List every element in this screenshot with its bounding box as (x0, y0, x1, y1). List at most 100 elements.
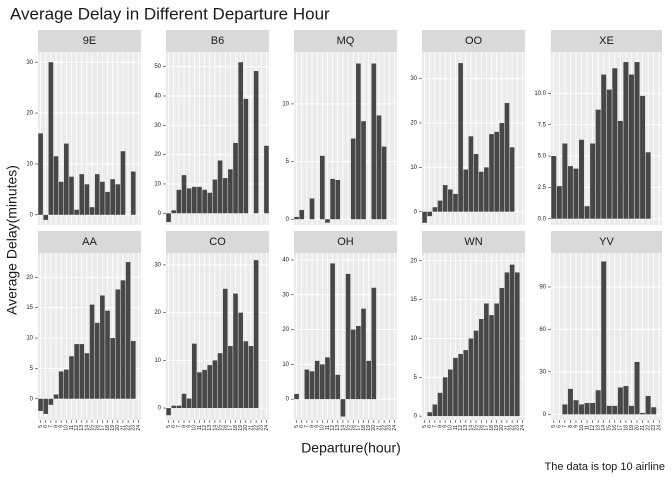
bar (623, 62, 629, 219)
x-tick-label: 8 (181, 425, 187, 428)
panel-background (294, 253, 397, 420)
x-tick-label: 20 (243, 425, 249, 431)
y-tick-label: 40 (282, 258, 289, 264)
bar (562, 143, 568, 219)
bar (463, 350, 469, 417)
panel-title: AA (82, 236, 97, 248)
x-tick-label: 23 (387, 425, 393, 431)
bar (222, 178, 228, 214)
y-tick-label: 0 (543, 412, 547, 418)
bar (623, 386, 629, 415)
x-tick-label: 8 (309, 425, 315, 428)
bar (628, 74, 634, 219)
x-tick-label: 17 (100, 425, 106, 431)
y-tick-label: 30 (26, 60, 33, 66)
bar (567, 388, 573, 415)
bar (562, 404, 568, 415)
bar (504, 103, 510, 212)
bar (243, 341, 249, 409)
x-tick-label: 24 (520, 425, 526, 431)
bar (514, 272, 520, 417)
strip (38, 30, 141, 52)
y-tick-label: 30 (154, 263, 161, 269)
x-tick-label: 17 (228, 425, 234, 431)
bar (217, 353, 223, 409)
x-tick-label: 13 (207, 425, 213, 431)
bar (233, 293, 238, 409)
x-tick-label: 12 (330, 425, 336, 431)
strip (422, 30, 525, 52)
x-tick-label: 24 (392, 425, 398, 431)
x-tick-label: 21 (120, 425, 126, 431)
bar (590, 403, 596, 415)
panel-background (166, 253, 269, 420)
bar (38, 398, 43, 411)
x-tick-label: 5 (294, 425, 300, 428)
bar (186, 188, 192, 214)
bar (309, 371, 315, 400)
bar (243, 98, 249, 214)
bar (458, 63, 463, 212)
panel-background (422, 253, 525, 420)
bar (617, 387, 623, 415)
x-tick-label: 14 (601, 425, 607, 431)
x-tick-label: 17 (484, 425, 490, 431)
bar (228, 346, 233, 409)
bar (478, 171, 484, 212)
bar (58, 181, 64, 215)
bar (494, 303, 499, 417)
bar (330, 178, 335, 220)
bar (228, 169, 233, 214)
bar (628, 405, 634, 415)
bar (645, 395, 651, 415)
strip (38, 231, 141, 253)
bar (192, 343, 197, 409)
panel-title: 9E (83, 35, 96, 47)
bar (69, 176, 74, 215)
bar (217, 160, 223, 214)
y-tick-label: 50 (154, 64, 161, 70)
strip (294, 30, 397, 52)
y-tick-label: 2.5 (538, 185, 547, 191)
bar (468, 338, 474, 417)
bar (74, 209, 79, 215)
bar (100, 295, 105, 399)
bar (340, 399, 346, 417)
bar (579, 139, 585, 219)
bar (89, 207, 95, 215)
x-tick-label: 11 (197, 425, 203, 430)
bar (595, 109, 601, 219)
y-tick-label: 0 (414, 414, 418, 420)
x-tick-label: 21 (248, 425, 254, 431)
x-tick-label: 8 (437, 425, 443, 428)
bar (612, 68, 618, 219)
x-tick-label: 13 (463, 425, 469, 431)
x-tick-label: 15 (473, 425, 479, 431)
y-tick-label: 20 (410, 258, 417, 264)
bar (478, 319, 484, 417)
bar (634, 62, 640, 219)
bar (202, 369, 207, 409)
y-tick-label: 30 (539, 369, 546, 375)
bar (197, 372, 202, 409)
y-tick-label: 30 (410, 76, 417, 82)
x-tick-label: 10 (448, 425, 454, 431)
x-tick-label: 18 (233, 425, 239, 431)
y-tick-label: 5 (30, 366, 34, 372)
bar (100, 181, 105, 215)
x-tick-label: 15 (607, 425, 613, 431)
bar (130, 341, 136, 399)
bar (484, 167, 489, 212)
x-tick-label: 14 (468, 425, 474, 431)
bar (74, 344, 79, 399)
bar (356, 63, 361, 220)
bar (304, 369, 310, 400)
strip (294, 231, 397, 253)
y-tick-label: 20 (282, 327, 289, 333)
x-tick-label: 22 (645, 425, 651, 431)
x-tick-label: 19 (366, 425, 372, 431)
bar (590, 143, 596, 219)
x-tick-label: 12 (202, 425, 208, 431)
x-tick-label: 16 (223, 425, 229, 431)
bar (238, 312, 243, 409)
